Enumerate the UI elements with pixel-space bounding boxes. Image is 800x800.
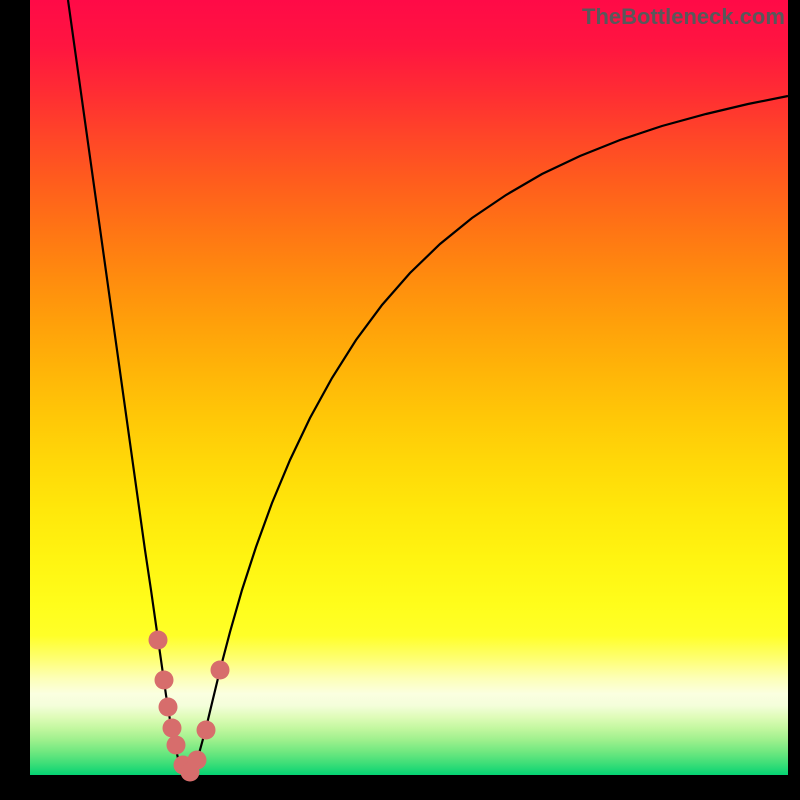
chart-container: TheBottleneck.com [0,0,800,800]
curve-right-branch [188,96,788,775]
curve-layer [30,0,788,775]
data-marker [211,661,230,680]
data-marker [197,721,216,740]
plot-area [30,0,788,775]
data-marker [149,631,168,650]
watermark-text: TheBottleneck.com [582,4,785,30]
data-marker [155,671,174,690]
data-marker [159,698,178,717]
data-marker [188,751,207,770]
data-marker [163,719,182,738]
data-marker [167,736,186,755]
curve-left-branch [68,0,188,775]
